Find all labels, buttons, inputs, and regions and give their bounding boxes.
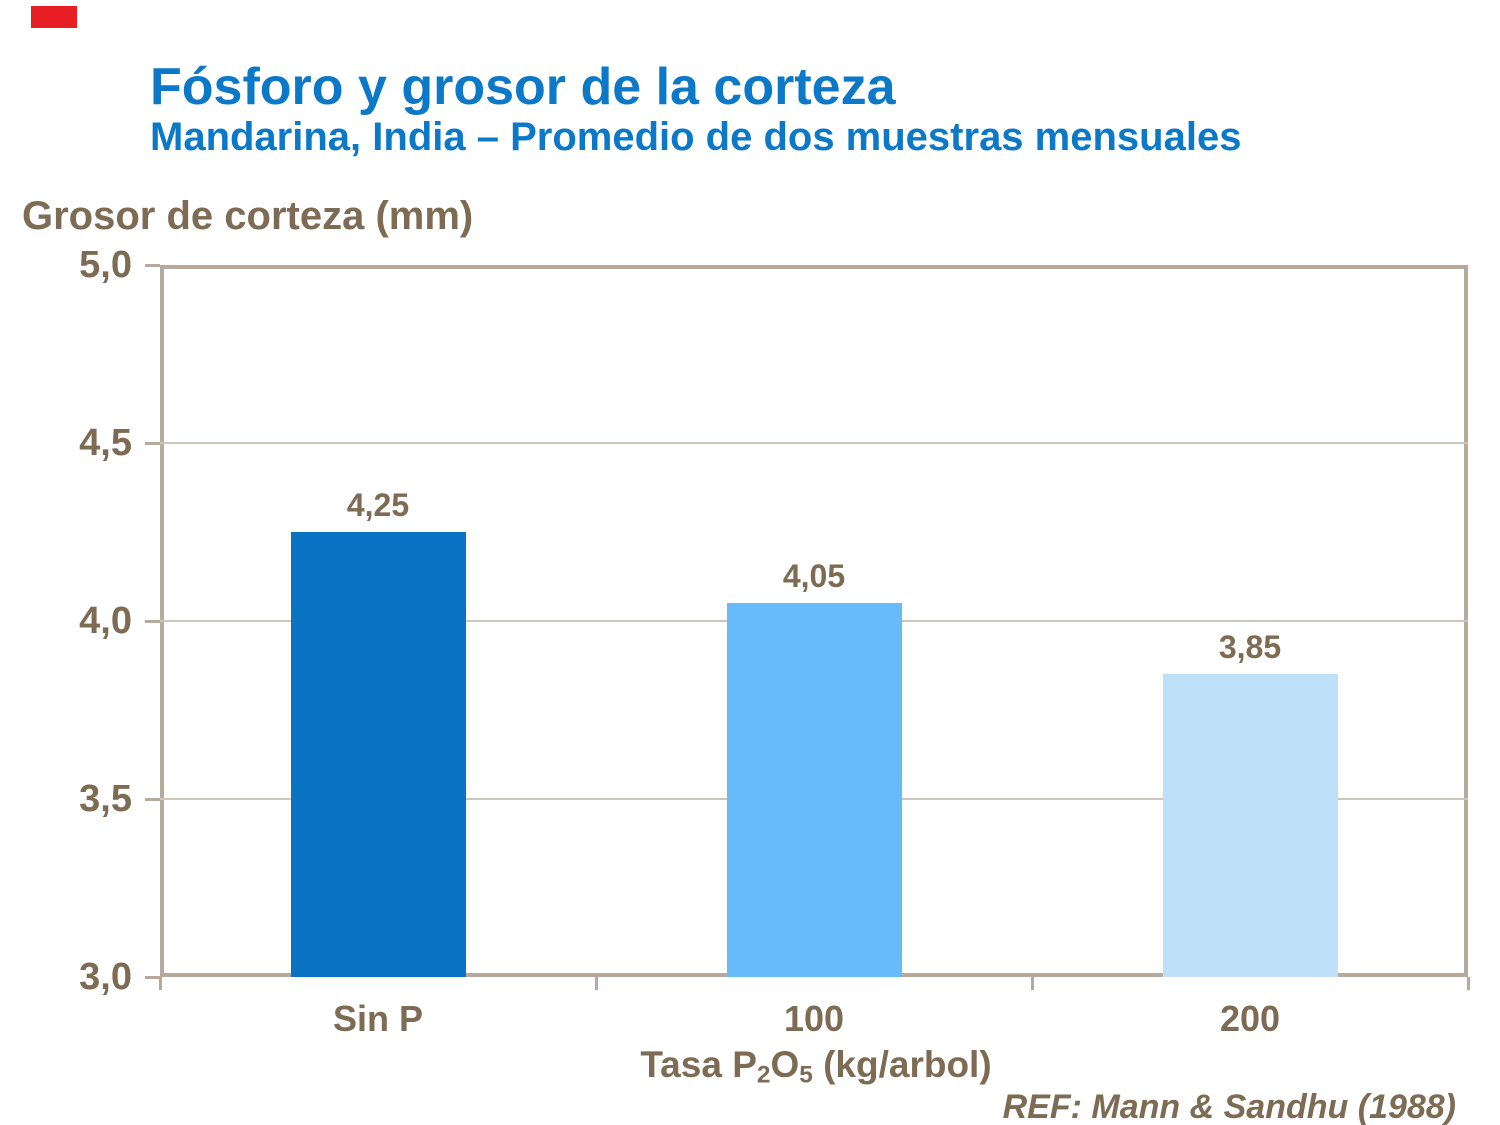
y-tick-mark bbox=[145, 620, 160, 623]
bar-value-label: 3,85 bbox=[1218, 629, 1282, 666]
x-axis-title-text: O bbox=[770, 1044, 800, 1085]
y-tick-mark bbox=[145, 442, 160, 445]
x-axis-title-subscript: 5 bbox=[799, 1061, 813, 1089]
x-tick-mark bbox=[1467, 977, 1470, 990]
x-category-label: 200 bbox=[1219, 998, 1281, 1039]
bar-100 bbox=[726, 603, 902, 977]
bar-value-label: 4,25 bbox=[346, 487, 410, 523]
gridline bbox=[160, 442, 1468, 444]
y-tick-label: 3,0 bbox=[79, 956, 132, 998]
x-category-label: Sin P bbox=[332, 998, 424, 1039]
y-tick-mark bbox=[145, 264, 160, 267]
y-tick-label: 5,0 bbox=[79, 244, 132, 286]
x-axis-title-subscript: 2 bbox=[756, 1061, 771, 1089]
y-tick-label: 4,0 bbox=[79, 600, 132, 642]
bar-value-label: 4,05 bbox=[782, 558, 846, 595]
x-axis-title: Tasa P2O5 (kg/arbol) bbox=[466, 1044, 1166, 1089]
red-corner-marker bbox=[31, 6, 77, 28]
y-axis-title: Grosor de corteza (mm) bbox=[22, 194, 474, 238]
bar-sin-p bbox=[290, 532, 466, 977]
y-tick-label: 4,5 bbox=[79, 422, 132, 464]
chart-title: Fósforo y grosor de la corteza bbox=[150, 58, 896, 116]
y-tick-mark bbox=[145, 798, 160, 801]
x-axis-title-text: Tasa P bbox=[640, 1044, 757, 1085]
x-tick-mark bbox=[1031, 977, 1034, 990]
x-tick-mark bbox=[595, 977, 598, 990]
chart-subtitle: Mandarina, India – Promedio de dos muest… bbox=[150, 115, 1242, 159]
x-category-label: 100 bbox=[783, 998, 845, 1039]
reference-citation: REF: Mann & Sandhu (1988) bbox=[1002, 1088, 1456, 1125]
y-tick-mark bbox=[145, 976, 160, 979]
x-tick-mark bbox=[159, 977, 162, 990]
bar-200 bbox=[1162, 674, 1338, 977]
y-tick-label: 3,5 bbox=[79, 778, 132, 820]
x-axis-title-text: (kg/arbol) bbox=[812, 1044, 992, 1085]
